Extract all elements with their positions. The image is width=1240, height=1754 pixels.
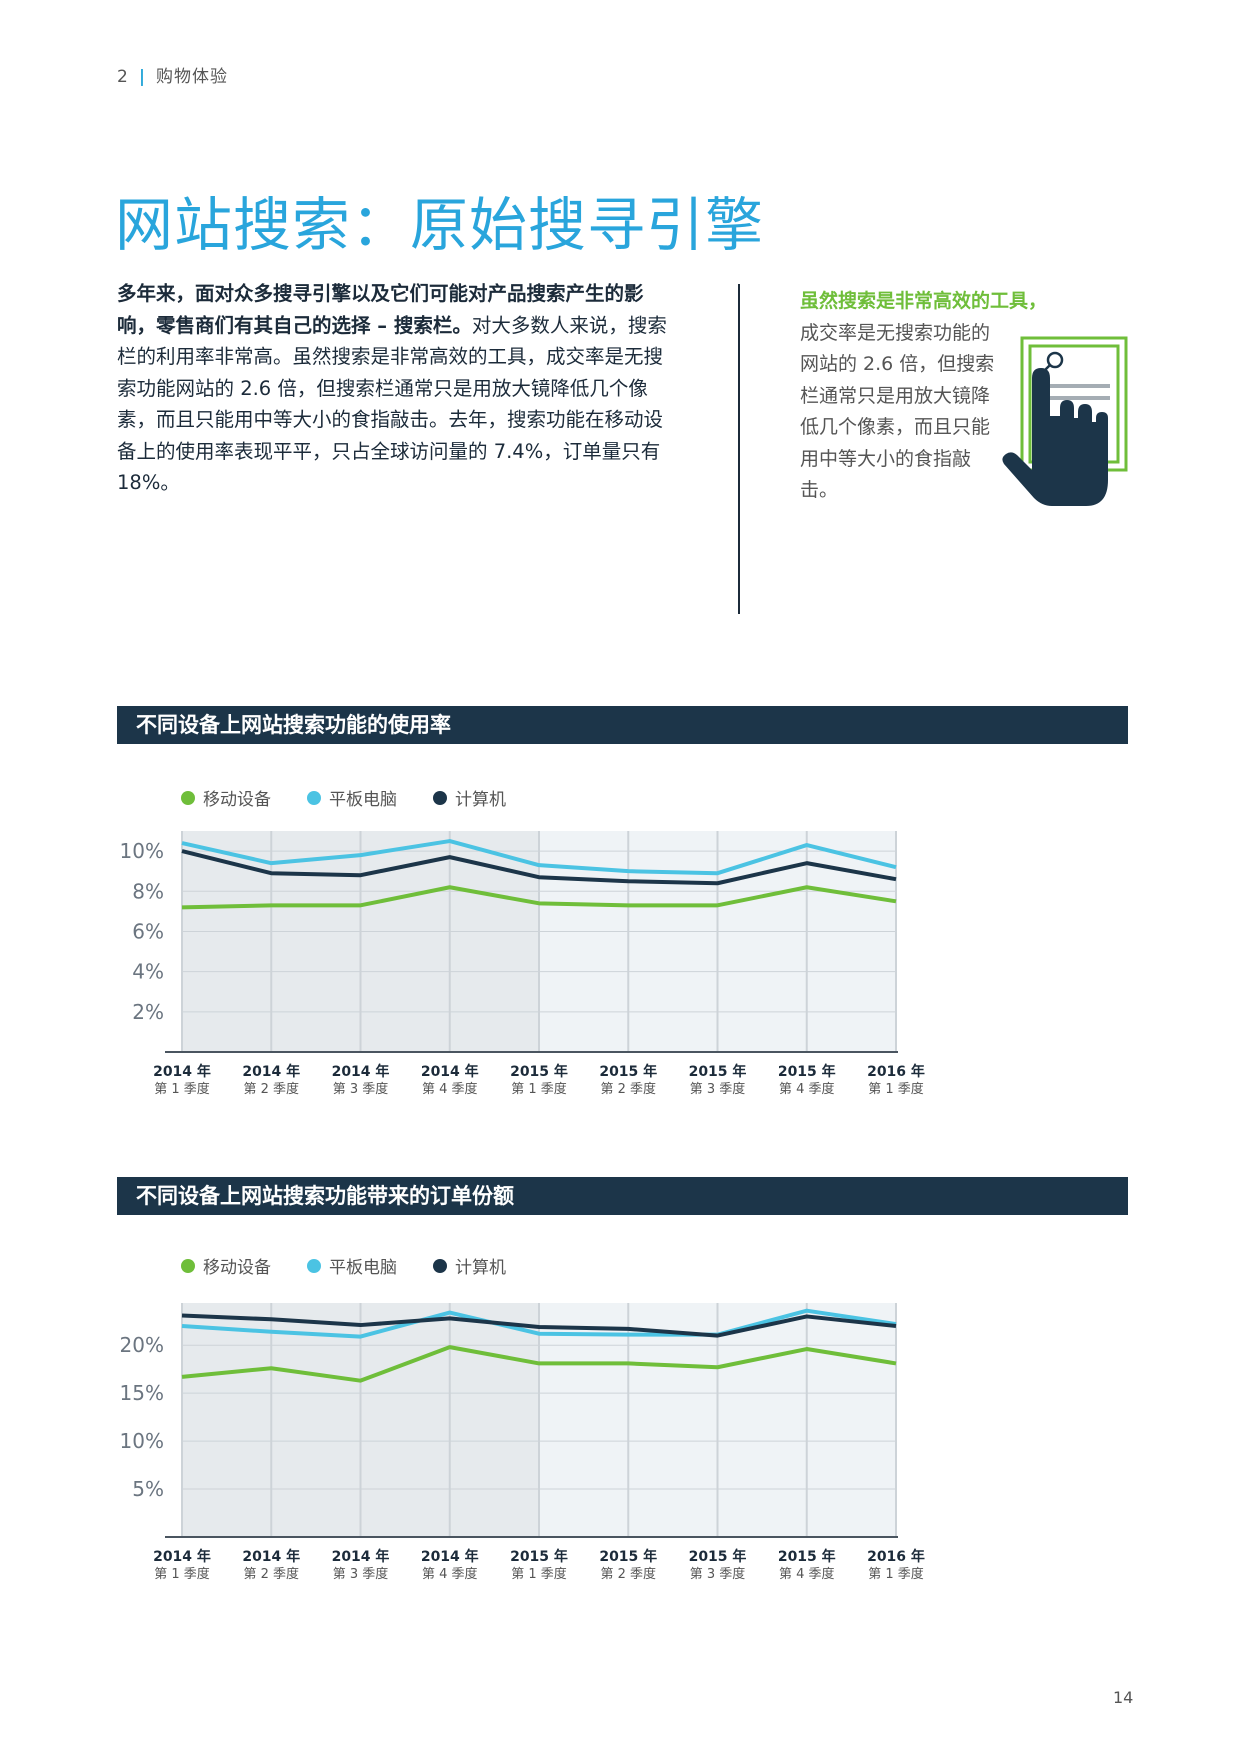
hand-pointer-icon	[1000, 330, 1140, 524]
legend-dot	[307, 1258, 321, 1273]
x-tick-year: 2015 年	[689, 1548, 747, 1565]
x-tick-quarter: 第 1 季度	[868, 1566, 924, 1582]
legend-dot	[433, 1258, 447, 1273]
plot-panel	[360, 1303, 450, 1537]
x-tick-year: 2015 年	[599, 1548, 657, 1565]
x-tick-year: 2014 年	[332, 1548, 390, 1565]
callout-text: 成交率是无搜索功能的网站的 2.6 倍，但搜索栏通常只是用放大镜降低几个像素，而…	[800, 321, 995, 502]
x-tick-year: 2015 年	[510, 1063, 568, 1080]
legend-item-mobile: 移动设备	[181, 1253, 271, 1278]
x-tick-year: 2016 年	[867, 1063, 925, 1080]
callout-quote: 虽然搜索是非常高效的工具， 成交率是无搜索功能的网站的 2.6 倍，但搜索栏通常…	[800, 286, 1048, 507]
y-tick-label: 8%	[132, 879, 164, 903]
body-paragraph: 多年来，面对众多搜寻引擎以及它们可能对产品搜索产生的影响，零售商们有其自己的选择…	[117, 278, 677, 499]
legend-item-tablet: 平板电脑	[307, 1253, 397, 1278]
x-tick-year: 2015 年	[778, 1548, 836, 1565]
legend-dot	[181, 1258, 195, 1273]
y-tick-label: 6%	[132, 919, 164, 943]
x-tick-quarter: 第 1 季度	[868, 1081, 924, 1097]
page-section-name: 购物体验	[156, 67, 229, 87]
body-text: 对大多数人来说，搜索栏的利用率非常高。虽然搜索是非常高效的工具，成交率是无搜索功…	[117, 313, 667, 495]
legend-label: 移动设备	[203, 1258, 271, 1278]
header-separator: |	[138, 67, 147, 87]
y-tick-label: 2%	[132, 1000, 164, 1024]
x-tick-year: 2014 年	[153, 1548, 211, 1565]
legend-dot	[181, 790, 195, 805]
x-tick-quarter: 第 2 季度	[243, 1081, 299, 1097]
x-tick-year: 2014 年	[421, 1063, 479, 1080]
series-line-mobile	[181, 885, 897, 910]
plot-panel	[628, 1303, 718, 1537]
x-tick-year: 2015 年	[510, 1548, 568, 1565]
x-tick-year: 2015 年	[689, 1063, 747, 1080]
x-tick-quarter: 第 2 季度	[243, 1566, 299, 1582]
x-tick-quarter: 第 1 季度	[511, 1081, 567, 1097]
x-tick-quarter: 第 1 季度	[154, 1566, 210, 1582]
plot-panel	[182, 1303, 272, 1537]
x-tick-year: 2016 年	[867, 1548, 925, 1565]
x-tick-quarter: 第 3 季度	[690, 1566, 746, 1582]
legend-dot	[307, 790, 321, 805]
y-tick-label: 4%	[132, 960, 164, 984]
chart-legend: 移动设备 平板电脑 计算机	[181, 785, 506, 810]
x-tick-quarter: 第 4 季度	[422, 1566, 478, 1582]
x-tick-quarter: 第 4 季度	[779, 1081, 835, 1097]
series-line-tablet	[181, 839, 897, 876]
chart-title-bar: 不同设备上网站搜索功能带来的订单份额	[117, 1177, 1128, 1215]
x-tick-quarter: 第 2 季度	[600, 1566, 656, 1582]
x-tick-quarter: 第 4 季度	[779, 1566, 835, 1582]
legend-item-tablet: 平板电脑	[307, 785, 397, 810]
y-tick-label: 10%	[120, 839, 164, 863]
legend-label: 平板电脑	[329, 1258, 397, 1278]
x-tick-quarter: 第 1 季度	[154, 1081, 210, 1097]
plot-panel	[806, 1303, 896, 1537]
legend-item-computer: 计算机	[433, 1253, 506, 1278]
y-tick-label: 20%	[120, 1333, 164, 1357]
x-tick-year: 2014 年	[153, 1063, 211, 1080]
page-number: 14	[1113, 1688, 1134, 1707]
legend-label: 平板电脑	[329, 790, 397, 810]
series-line-mobile	[181, 1345, 897, 1383]
x-tick-quarter: 第 3 季度	[690, 1081, 746, 1097]
vertical-divider	[738, 284, 740, 614]
x-tick-quarter: 第 3 季度	[333, 1566, 389, 1582]
plot-panel	[628, 831, 718, 1052]
y-tick-label: 15%	[120, 1381, 164, 1405]
legend-label: 移动设备	[203, 790, 271, 810]
body-bold-lead: 多年来，面对众多搜寻引擎以及它们可能对产品搜索产生的影响，零售商们有其自己的选择…	[117, 282, 644, 337]
x-tick-quarter: 第 1 季度	[511, 1566, 567, 1582]
x-tick-year: 2015 年	[778, 1063, 836, 1080]
page-section-number: 2	[117, 67, 129, 87]
x-tick-quarter: 第 4 季度	[422, 1081, 478, 1097]
plot-panel	[717, 1303, 807, 1537]
x-tick-quarter: 第 3 季度	[333, 1081, 389, 1097]
legend-item-computer: 计算机	[433, 785, 506, 810]
x-tick-quarter: 第 2 季度	[600, 1081, 656, 1097]
series-line-tablet	[181, 1308, 897, 1339]
legend-label: 计算机	[455, 1258, 506, 1278]
x-tick-year: 2014 年	[421, 1548, 479, 1565]
x-tick-year: 2015 年	[599, 1063, 657, 1080]
page-header: 2 | 购物体验	[117, 62, 228, 87]
legend-label: 计算机	[455, 790, 506, 810]
callout-highlight: 虽然搜索是非常高效的工具，	[800, 290, 1048, 312]
chart-title-bar: 不同设备上网站搜索功能的使用率	[117, 706, 1128, 744]
chart-legend: 移动设备 平板电脑 计算机	[181, 1253, 506, 1278]
y-tick-label: 10%	[120, 1429, 164, 1453]
page-title: 网站搜索：原始搜寻引擎	[115, 191, 765, 259]
plot-panel	[271, 831, 361, 1052]
plot-panel	[539, 1303, 629, 1537]
x-tick-year: 2014 年	[242, 1063, 300, 1080]
plot-panel	[271, 1303, 361, 1537]
y-tick-label: 5%	[132, 1477, 164, 1501]
legend-dot	[433, 790, 447, 805]
x-tick-year: 2014 年	[242, 1548, 300, 1565]
legend-item-mobile: 移动设备	[181, 785, 271, 810]
series-line-computer	[181, 849, 897, 886]
series-line-computer	[181, 1313, 897, 1338]
x-tick-year: 2014 年	[332, 1063, 390, 1080]
plot-panel	[449, 1303, 539, 1537]
